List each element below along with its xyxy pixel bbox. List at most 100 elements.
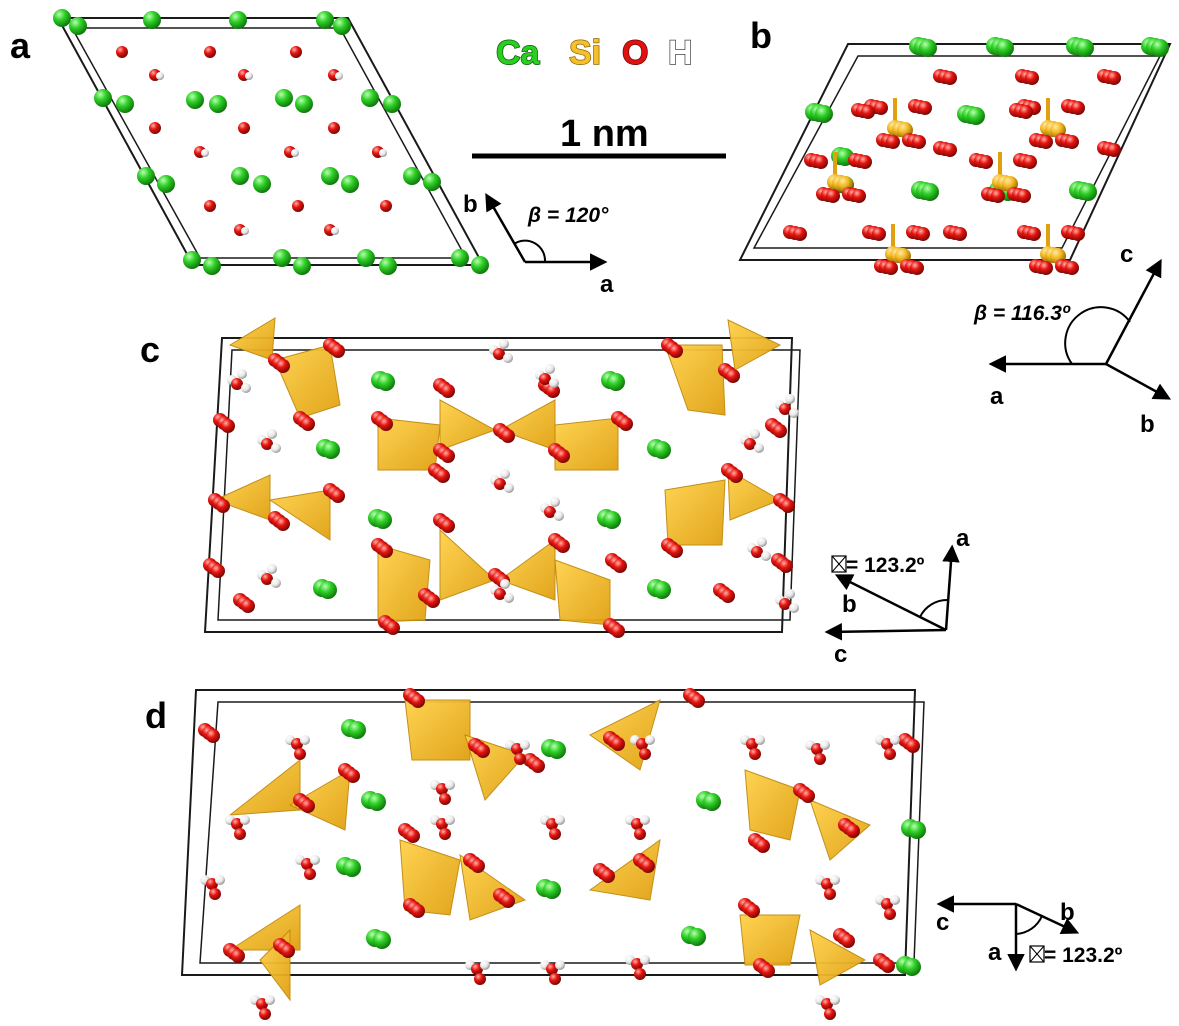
o-atom <box>691 694 705 708</box>
o-atom <box>501 894 515 908</box>
angle-arc <box>513 239 547 263</box>
silicate-tetrahedron <box>744 769 801 841</box>
unit-cell-outline-inner <box>752 55 1162 249</box>
o-atom <box>379 417 393 431</box>
o-atom <box>749 748 761 760</box>
h-atom <box>645 735 655 745</box>
o-atom <box>779 559 793 573</box>
silicate-tetrahedron <box>228 317 276 361</box>
silicate-tetrahedron <box>664 479 726 546</box>
ca-atom <box>903 958 921 976</box>
ca-atom <box>379 257 397 275</box>
ca-atom <box>1151 39 1169 57</box>
o-atom <box>209 888 221 900</box>
ca-atom <box>703 793 721 811</box>
o-atom <box>779 403 791 415</box>
silicate-tetrahedron <box>439 528 496 601</box>
o-atom <box>884 748 896 760</box>
ca-atom <box>357 249 375 267</box>
ca-atom <box>143 11 161 29</box>
o-atom <box>814 753 826 765</box>
o-atom <box>441 384 455 398</box>
o-atom <box>773 424 787 438</box>
panel-a-structure <box>53 9 489 275</box>
o-atom <box>1017 189 1031 203</box>
o-atom <box>1039 135 1053 149</box>
o-atom <box>539 373 551 385</box>
ca-atom <box>383 95 401 113</box>
h-atom <box>890 895 900 905</box>
h-atom <box>241 227 249 235</box>
o-atom <box>991 189 1005 203</box>
ca-atom <box>186 91 204 109</box>
h-atom <box>267 564 277 574</box>
o-atom <box>476 744 490 758</box>
ca-atom <box>548 741 566 759</box>
unit-cell-outline <box>203 337 794 633</box>
o-atom <box>910 261 924 275</box>
h-atom <box>830 875 840 885</box>
o-atom <box>441 449 455 463</box>
ca-atom <box>183 251 201 269</box>
o-atom <box>824 1008 836 1020</box>
scale-bar-label: 1 nm <box>560 113 649 155</box>
o-atom <box>943 143 957 157</box>
ca-atom <box>471 256 489 274</box>
o-atom <box>301 799 315 813</box>
silicate-tetrahedron <box>439 399 497 451</box>
axis-label-a: a <box>956 525 970 552</box>
ca-atom <box>316 11 334 29</box>
o-atom <box>261 573 273 585</box>
h-atom <box>331 227 339 235</box>
h-atom <box>757 537 767 547</box>
axis-arrow-b <box>834 574 947 632</box>
silicate-tetrahedron <box>498 539 556 601</box>
o-atom <box>436 818 448 830</box>
beta-glyph-icon <box>831 555 847 573</box>
o-atom <box>234 828 246 840</box>
o-atom <box>380 200 392 212</box>
o-atom <box>881 959 895 973</box>
h-atom <box>545 364 555 374</box>
ca-atom <box>231 167 249 185</box>
o-atom <box>301 417 315 431</box>
o-atom <box>204 46 216 58</box>
legend-ca: Ca <box>496 34 541 72</box>
o-atom <box>641 859 655 873</box>
o-atom <box>546 963 558 975</box>
o-atom <box>906 739 920 753</box>
h-atom <box>500 469 510 479</box>
o-atom <box>1107 71 1121 85</box>
o-atom <box>821 998 833 1010</box>
panel-d-structure <box>180 688 926 1020</box>
o-atom <box>874 101 888 115</box>
o-atom <box>669 544 683 558</box>
h-atom <box>503 353 513 363</box>
o-atom <box>291 738 303 750</box>
h-atom <box>820 740 830 750</box>
silicate-tetrahedron <box>404 699 471 761</box>
axis-arrow-b <box>1105 362 1172 400</box>
ca-atom <box>1079 183 1097 201</box>
h-atom <box>156 72 164 80</box>
o-atom <box>549 828 561 840</box>
o-atom <box>1071 227 1085 241</box>
ca-atom <box>374 511 392 529</box>
silicate-tetrahedron <box>377 544 431 623</box>
angle-label: = 123.2º <box>846 554 925 577</box>
o-atom <box>221 419 235 433</box>
ca-atom <box>53 9 71 27</box>
h-atom <box>291 149 299 157</box>
o-atom <box>206 729 220 743</box>
o-atom <box>779 598 791 610</box>
axis-label-b: b <box>463 191 478 218</box>
o-atom <box>846 824 860 838</box>
ca-atom <box>116 95 134 113</box>
o-atom <box>912 135 926 149</box>
o-atom <box>281 944 295 958</box>
o-atom <box>149 122 161 134</box>
panel-label-c: c <box>140 329 160 370</box>
o-atom <box>761 964 775 978</box>
panel-c-axes: a b c = 123.2º <box>824 525 970 668</box>
